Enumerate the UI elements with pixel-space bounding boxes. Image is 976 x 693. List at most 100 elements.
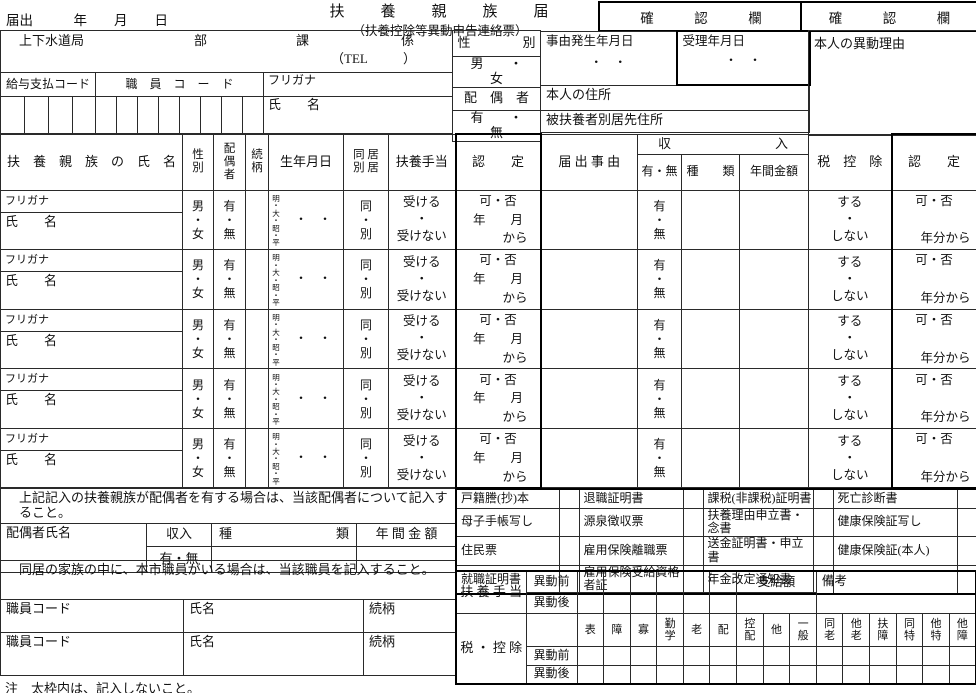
pay-code-digit-cell[interactable] [48,96,73,134]
row-income-type-input[interactable] [681,368,740,429]
row-income-type-input[interactable] [681,249,740,310]
tax-before-cell[interactable] [895,645,924,666]
row-income-select[interactable]: 有 ・ 無 [637,249,682,310]
row-spouse-select[interactable]: 有 ・ 無 [213,368,246,429]
emp-code-digit-cell[interactable] [137,96,159,134]
tax-after-cell[interactable] [869,664,897,685]
department-cell[interactable]: 上下水道局 部 課 係 （TEL ） [0,30,454,73]
remarks-cell[interactable]: 備考 [815,570,976,614]
row-income-amount-input[interactable] [739,368,809,429]
row-spouse-select[interactable]: 有 ・ 無 [213,308,246,370]
row-income-amount-input[interactable] [739,308,809,370]
row-birthdate-cell[interactable]: 明 ・ 大 ・ 昭 ・ 平 ・ ・ [268,368,344,429]
row-income-select[interactable]: 有 ・ 無 [637,308,682,370]
row-cohabit-select[interactable]: 同 ・ 別 [343,368,389,429]
coworker-name-cell[interactable]: 氏名 [183,599,364,633]
document-checkbox[interactable] [956,488,976,509]
row-sex-select[interactable]: 男 ・ 女 [182,308,214,370]
tax-after-cell[interactable] [736,664,764,685]
tax-after-cell[interactable] [948,664,976,685]
row-birthdate-cell[interactable]: 明 ・ 大 ・ 昭 ・ 平 ・ ・ [268,189,344,251]
row-income-type-input[interactable] [681,308,740,370]
document-checkbox[interactable] [682,488,704,509]
pay-code-digit-cell[interactable] [24,96,49,134]
event-date-cell[interactable]: 事由発生年月日 ・ ・ [540,30,677,86]
row-sex-select[interactable]: 男 ・ 女 [182,249,214,310]
allowance-after-cell[interactable] [603,591,631,614]
tax-after-cell[interactable] [656,664,684,685]
allowance-before-cell[interactable] [709,570,738,593]
document-checkbox[interactable] [682,536,704,566]
tax-after-cell[interactable] [815,664,844,685]
row-report-reason-input[interactable] [540,189,638,251]
employee-name-cell[interactable]: 氏 名 [262,96,454,134]
row-report-reason-input[interactable] [540,427,638,489]
row-relationship-input[interactable] [245,368,269,429]
row-income-select[interactable]: 有 ・ 無 [637,368,682,429]
row-tax-deduction-select[interactable]: する ・ しない [808,189,892,251]
row-cohabit-select[interactable]: 同 ・ 別 [343,308,389,370]
tax-after-cell[interactable] [603,664,631,685]
allowance-before-cell[interactable] [682,570,711,593]
row-era-select[interactable]: 明 ・ 大 ・ 昭 ・ 平 [272,253,280,307]
emp-code-digit-cell[interactable] [95,96,117,134]
emp-code-digit-cell[interactable] [242,96,264,134]
allowance-before-cell[interactable] [656,570,684,593]
row-era-select[interactable]: 明 ・ 大 ・ 昭 ・ 平 [272,193,280,248]
address-cell[interactable]: 本人の住所 [540,84,810,111]
pay-code-digit-cell[interactable] [0,96,25,134]
coworker-rel-cell[interactable]: 続柄 [362,632,458,676]
tax-before-cell[interactable] [789,645,817,666]
emp-code-digit-cell[interactable] [179,96,201,134]
emp-code-digit-cell[interactable] [200,96,222,134]
row-relationship-input[interactable] [245,189,269,251]
document-checkbox[interactable] [682,507,704,538]
dependent-name-cell[interactable]: フリガナ 氏 名 [0,308,183,370]
pay-code-digit-cell[interactable] [72,96,96,134]
row-allowance-select[interactable]: 受ける ・ 受けない [388,368,456,429]
row-tax-deduction-select[interactable]: する ・ しない [808,427,892,489]
row-relationship-input[interactable] [245,249,269,310]
document-checkbox[interactable] [558,536,580,566]
coworker-rel-cell[interactable]: 続柄 [362,599,458,633]
document-checkbox[interactable] [956,507,976,538]
row-allowance-select[interactable]: 受ける ・ 受けない [388,308,456,370]
row-allowance-select[interactable]: 受ける ・ 受けない [388,189,456,251]
tax-before-cell[interactable] [603,645,631,666]
row-report-reason-input[interactable] [540,308,638,370]
row-tax-deduction-select[interactable]: する ・ しない [808,368,892,429]
dependent-name-cell[interactable]: フリガナ 氏 名 [0,368,183,429]
payment-amount-cell[interactable] [736,591,817,614]
row-allowance-select[interactable]: 受ける ・ 受けない [388,427,456,489]
tax-before-cell[interactable] [576,645,605,666]
row-era-select[interactable]: 明 ・ 大 ・ 昭 ・ 平 [272,432,280,486]
row-report-reason-input[interactable] [540,368,638,429]
emp-code-digit-cell[interactable] [158,96,180,134]
row-era-select[interactable]: 明 ・ 大 ・ 昭 ・ 平 [272,313,280,367]
row-cohabit-select[interactable]: 同 ・ 別 [343,249,389,310]
dependent-name-cell[interactable]: フリガナ 氏 名 [0,249,183,310]
furigana-label[interactable]: フリガナ [262,72,454,97]
emp-code-digit-cell[interactable] [116,96,138,134]
allowance-after-cell[interactable] [629,591,658,614]
row-income-amount-input[interactable] [739,249,809,310]
tax-after-cell[interactable] [629,664,658,685]
row-era-select[interactable]: 明 ・ 大 ・ 昭 ・ 平 [272,372,280,427]
row-sex-select[interactable]: 男 ・ 女 [182,427,214,489]
dependent-name-cell[interactable]: フリガナ 氏 名 [0,427,183,489]
tax-after-cell[interactable] [682,664,711,685]
tax-before-cell[interactable] [762,645,791,666]
document-checkbox[interactable] [558,488,580,509]
coworker-code-cell[interactable]: 職員コード [0,632,184,676]
row-tax-deduction-select[interactable]: する ・ しない [808,249,892,310]
row-allowance-select[interactable]: 受ける ・ 受けない [388,249,456,310]
tax-after-cell[interactable] [576,664,605,685]
row-income-amount-input[interactable] [739,427,809,489]
tax-before-cell[interactable] [682,645,711,666]
row-birthdate-cell[interactable]: 明 ・ 大 ・ 昭 ・ 平 ・ ・ [268,308,344,370]
tax-before-cell[interactable] [815,645,844,666]
allowance-after-cell[interactable] [656,591,684,614]
sex-select[interactable]: 男 ・ 女 [452,56,541,88]
coworker-name-cell[interactable]: 氏名 [183,632,364,676]
row-income-amount-input[interactable] [739,189,809,251]
